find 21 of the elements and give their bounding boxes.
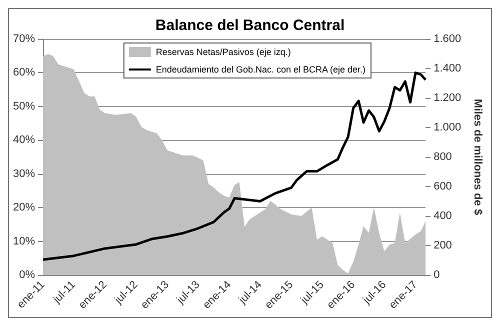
y2-axis-title: Miles de millones de $ <box>472 98 484 216</box>
y2-tick-label: 1.200 <box>434 92 462 104</box>
y-tick-label: 20% <box>12 202 36 214</box>
y-tick-label: 70% <box>12 33 36 45</box>
legend-label: Reservas Netas/Pasivos (eje izq.) <box>156 47 291 57</box>
y2-tick-label: 600 <box>434 180 452 192</box>
y2-tick-label: 0 <box>434 269 440 281</box>
y2-tick-label: 1.000 <box>434 122 462 134</box>
y2-tick-label: 1.600 <box>434 33 462 45</box>
legend-label: Endeudamiento del Gob.Nac. con el BCRA (eje der.) <box>156 64 366 74</box>
y-tick-label: 0% <box>19 269 36 281</box>
y-tick-label: 10% <box>12 235 36 248</box>
y-tick-label: 50% <box>12 100 36 112</box>
y2-tick-label: 800 <box>434 151 452 163</box>
y-tick-label: 40% <box>12 134 36 146</box>
y-tick-label: 30% <box>12 168 36 180</box>
y2-tick-label: 1.400 <box>434 62 462 74</box>
y-tick-label: 60% <box>12 66 36 79</box>
chart-title: Balance del Banco Central <box>155 17 345 34</box>
y2-tick-label: 400 <box>434 210 452 222</box>
y2-tick-label: 200 <box>434 240 452 252</box>
